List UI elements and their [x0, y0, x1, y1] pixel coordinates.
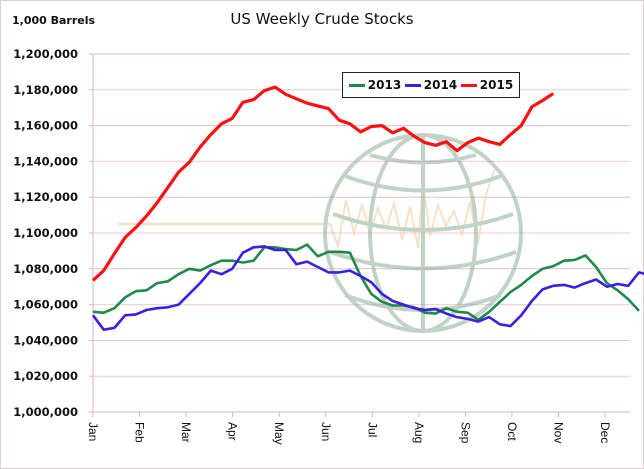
- globe-logo-icon: [118, 133, 523, 333]
- legend-item-2014: 2014: [404, 78, 458, 92]
- y-tick-label: 1,000,000: [13, 405, 78, 419]
- x-tick-label: Jul: [365, 422, 379, 437]
- y-tick-labels: 1,000,000 1,020,000 1,040,000 1,060,000 1,08…: [13, 47, 93, 419]
- x-tick-label: Sep: [458, 422, 472, 444]
- y-tick-label: 1,160,000: [13, 119, 78, 133]
- y-tick-label: 1,180,000: [13, 83, 78, 97]
- legend-item-2013: 2013: [348, 78, 402, 92]
- series-line-2013: [92, 243, 640, 322]
- x-tick-label: Apr: [226, 422, 240, 441]
- legend-swatch-2014: [404, 83, 421, 87]
- x-tick-label: Jan: [86, 422, 100, 441]
- x-tick-label: Feb: [133, 422, 147, 443]
- series-line-2015: [91, 85, 555, 282]
- legend-swatch-2015: [460, 83, 477, 87]
- x-tick-label: Mar: [179, 422, 193, 443]
- y-tick-label: 1,120,000: [13, 190, 78, 204]
- chart-title: US Weekly Crude Stocks: [230, 10, 414, 28]
- x-tick-label: Oct: [505, 422, 519, 441]
- legend-item-2015: 2015: [460, 78, 514, 92]
- globe-outline: [323, 133, 523, 333]
- x-tick-label: Nov: [552, 422, 566, 443]
- y-tick-label: 1,040,000: [13, 333, 78, 347]
- legend-label: 2014: [423, 78, 458, 92]
- y-tick-label: 1,080,000: [13, 262, 78, 276]
- series-line-2014: [91, 245, 644, 332]
- y-tick-label: 1,020,000: [13, 369, 78, 383]
- legend-label: 2013: [367, 78, 402, 92]
- gridlines: [93, 53, 630, 377]
- y-tick-label: 1,140,000: [13, 154, 78, 168]
- x-tick-label: May: [272, 422, 286, 445]
- x-tick-label: Jun: [319, 422, 333, 441]
- series-lines: [91, 85, 644, 332]
- y-tick-label: 1,100,000: [13, 226, 78, 240]
- y-tick-label: 1,060,000: [13, 298, 78, 312]
- x-tick-label: Dec: [598, 422, 612, 443]
- x-tick-label: Aug: [412, 422, 426, 443]
- legend: 2013 2014 2015: [342, 72, 520, 98]
- x-tick-labels: Jan Feb Mar Apr May Jun Jul Aug Sep Oct Nov Dec: [86, 412, 612, 445]
- legend-label: 2015: [479, 78, 514, 92]
- y-axis-unit-label: 1,000 Barrels: [12, 14, 96, 27]
- watermark-zigzag: [329, 169, 495, 250]
- legend-swatch-2013: [348, 83, 365, 87]
- y-tick-label: 1,200,000: [13, 47, 78, 61]
